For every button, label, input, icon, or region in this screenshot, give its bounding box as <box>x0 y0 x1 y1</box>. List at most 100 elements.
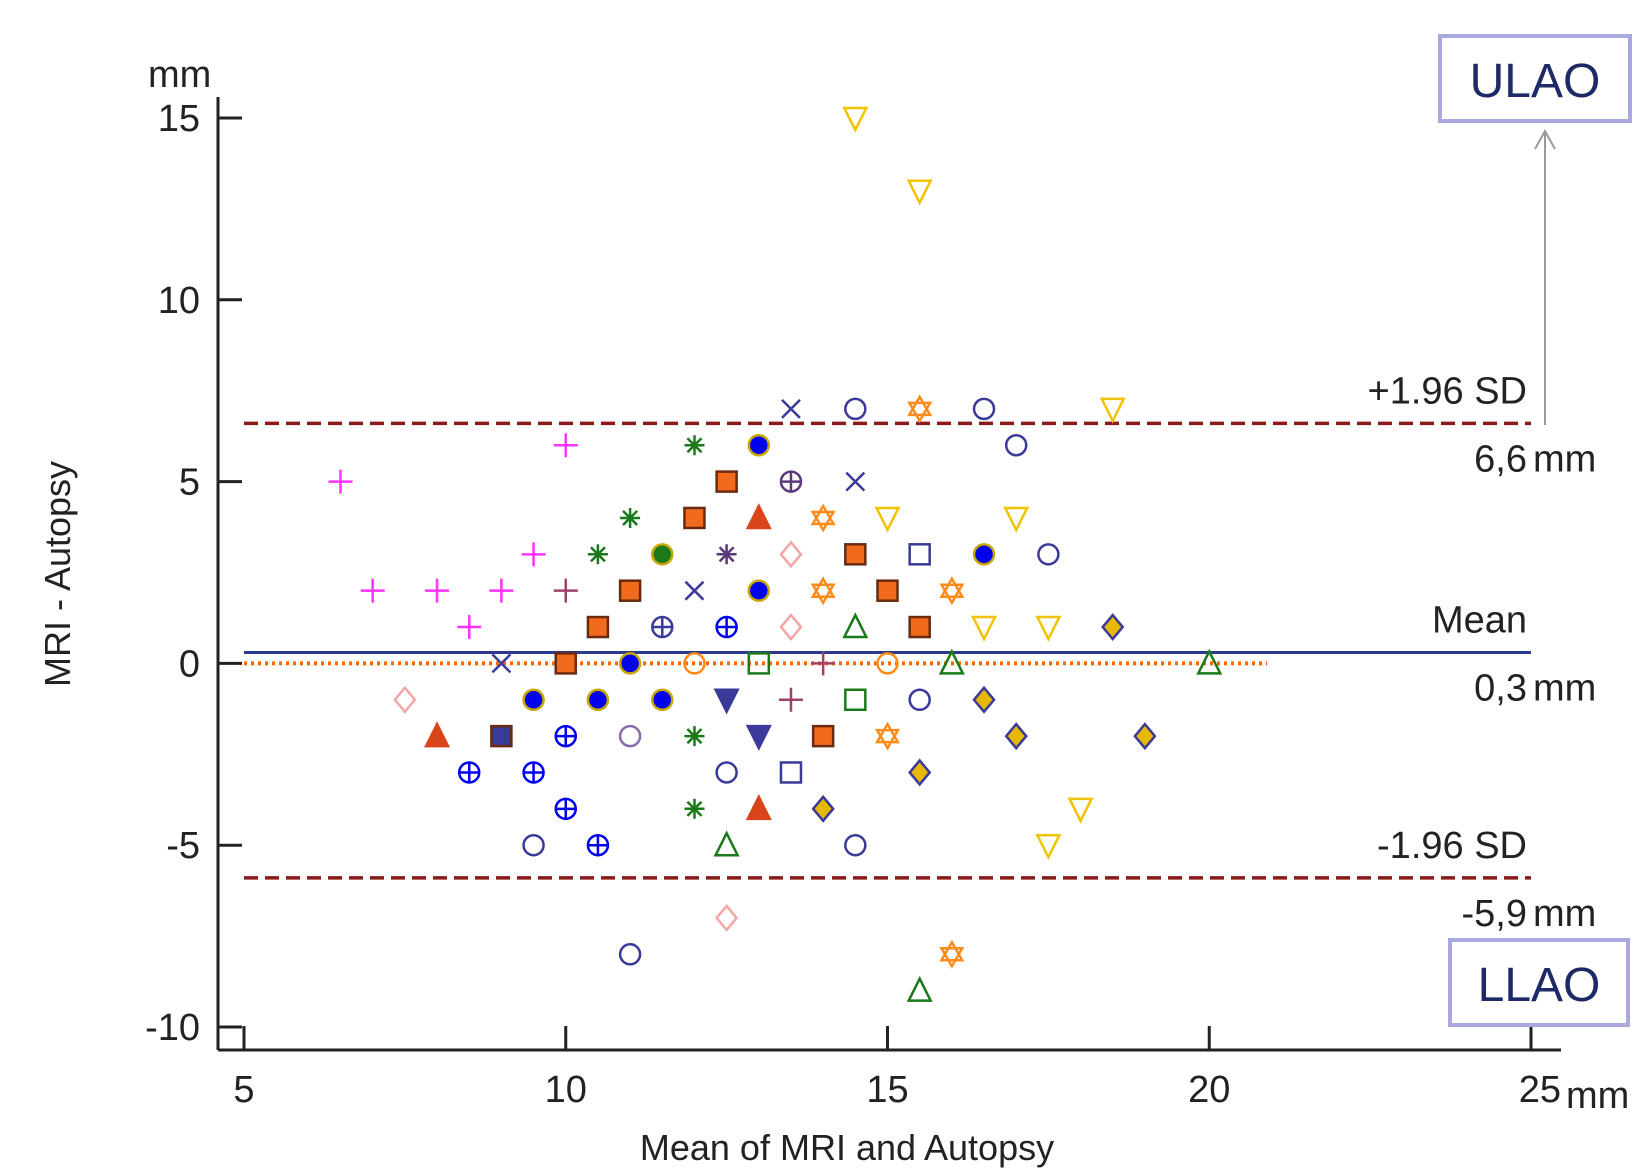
ref-line-name: -1.96 SD <box>1377 825 1527 867</box>
point-circle <box>908 688 931 712</box>
llao-box <box>1448 938 1630 1027</box>
point-circle <box>618 943 642 966</box>
point-triangle-down <box>971 615 998 642</box>
ref-line-unit: mm <box>1533 893 1596 935</box>
point-plus <box>328 469 353 494</box>
point-diamond <box>714 903 739 932</box>
point-x <box>845 471 866 492</box>
point-square <box>844 688 867 712</box>
point-square <box>618 579 642 602</box>
point-square <box>490 724 513 748</box>
ulao-label: ULAO <box>1470 55 1601 108</box>
point-star <box>907 394 933 424</box>
point-plus <box>521 542 546 567</box>
point-plus <box>425 578 450 603</box>
point-star <box>939 939 965 969</box>
llao-label: LLAO <box>1478 959 1601 1012</box>
ref-line-value: 0,3 <box>1474 667 1527 709</box>
point-triangle <box>1196 648 1223 675</box>
point-circle-plus <box>779 470 803 493</box>
point-circle-plus <box>715 615 738 639</box>
point-triangle <box>713 830 740 857</box>
point-circle-plus <box>457 761 481 784</box>
y-axis-unit: mm <box>148 54 211 96</box>
point-circle <box>844 397 867 421</box>
point-circle <box>747 433 771 457</box>
point-diamond <box>1101 613 1125 641</box>
point-square <box>779 761 803 784</box>
point-circle <box>844 833 867 857</box>
point-diamond <box>1133 722 1157 751</box>
point-triangle <box>938 648 965 675</box>
point-cross-part <box>523 762 544 783</box>
point-asterisk <box>684 435 705 456</box>
point-triangle-down <box>1035 615 1062 642</box>
x-axis-unit: mm <box>1566 1075 1629 1117</box>
point-square <box>876 579 899 602</box>
y-tick-label: 10 <box>158 280 200 322</box>
point-plus <box>778 687 803 712</box>
point-square <box>908 615 931 639</box>
point-circle <box>522 833 545 857</box>
point-circle <box>972 397 996 421</box>
point-asterisk <box>684 726 705 747</box>
point-cross-part <box>555 726 576 747</box>
ref-line-value: -5,9 <box>1462 893 1527 935</box>
ulao-arrow-head <box>1534 128 1556 150</box>
point-circle <box>522 688 545 712</box>
point-circle <box>651 543 674 566</box>
point-circle <box>972 543 996 566</box>
x-tick-label: 5 <box>233 1069 254 1111</box>
point-circle <box>1004 433 1028 457</box>
point-circle <box>715 761 738 784</box>
point-x <box>684 580 705 601</box>
ref-line-name: +1.96 SD <box>1368 370 1528 412</box>
ref-line-value: 6,6 <box>1474 438 1527 480</box>
point-circle <box>586 688 610 712</box>
y-tick-label: 15 <box>158 98 200 140</box>
point-cross-part <box>587 835 608 856</box>
point-triangle-down <box>1099 397 1126 424</box>
point-triangle <box>842 612 869 639</box>
point-diamond <box>779 613 803 641</box>
point-square <box>844 543 867 566</box>
point-triangle-down <box>713 688 740 715</box>
point-triangle-down <box>842 106 869 133</box>
point-circle <box>747 579 771 602</box>
point-cross-part <box>555 798 576 819</box>
x-tick-label: 15 <box>866 1069 908 1111</box>
y-tick-label: 0 <box>179 643 200 685</box>
point-circle <box>1037 543 1060 566</box>
point-star <box>810 503 836 533</box>
point-square <box>908 543 931 566</box>
point-star <box>939 576 965 606</box>
point-circle <box>618 724 642 748</box>
data-points <box>328 106 1223 1002</box>
point-triangle <box>906 975 933 1002</box>
point-circle-plus <box>554 797 577 821</box>
point-triangle-down <box>1067 797 1094 824</box>
x-tick-label: 10 <box>545 1069 587 1111</box>
point-plus <box>553 433 578 458</box>
axes: 15 10 5 0 -5 -10 5 10 15 20 25 <box>145 97 1561 1111</box>
point-x <box>781 398 801 419</box>
point-plus <box>489 578 514 603</box>
point-triangle <box>424 721 451 748</box>
point-triangle <box>745 794 772 821</box>
point-plus <box>360 578 385 603</box>
y-tick-label: -10 <box>145 1007 200 1049</box>
point-plus <box>553 578 578 603</box>
point-diamond <box>908 758 932 787</box>
ref-line-unit: mm <box>1533 438 1596 480</box>
point-circle-plus <box>586 833 610 857</box>
point-cross-part <box>459 762 480 783</box>
reference-lines <box>244 421 1531 880</box>
point-square <box>586 615 610 639</box>
point-asterisk <box>620 508 641 528</box>
point-square <box>715 470 738 493</box>
y-axis-title: MRI - Autopsy <box>37 461 78 687</box>
point-square <box>554 652 577 675</box>
point-circle-plus <box>522 761 545 784</box>
point-cross-part <box>652 617 673 638</box>
